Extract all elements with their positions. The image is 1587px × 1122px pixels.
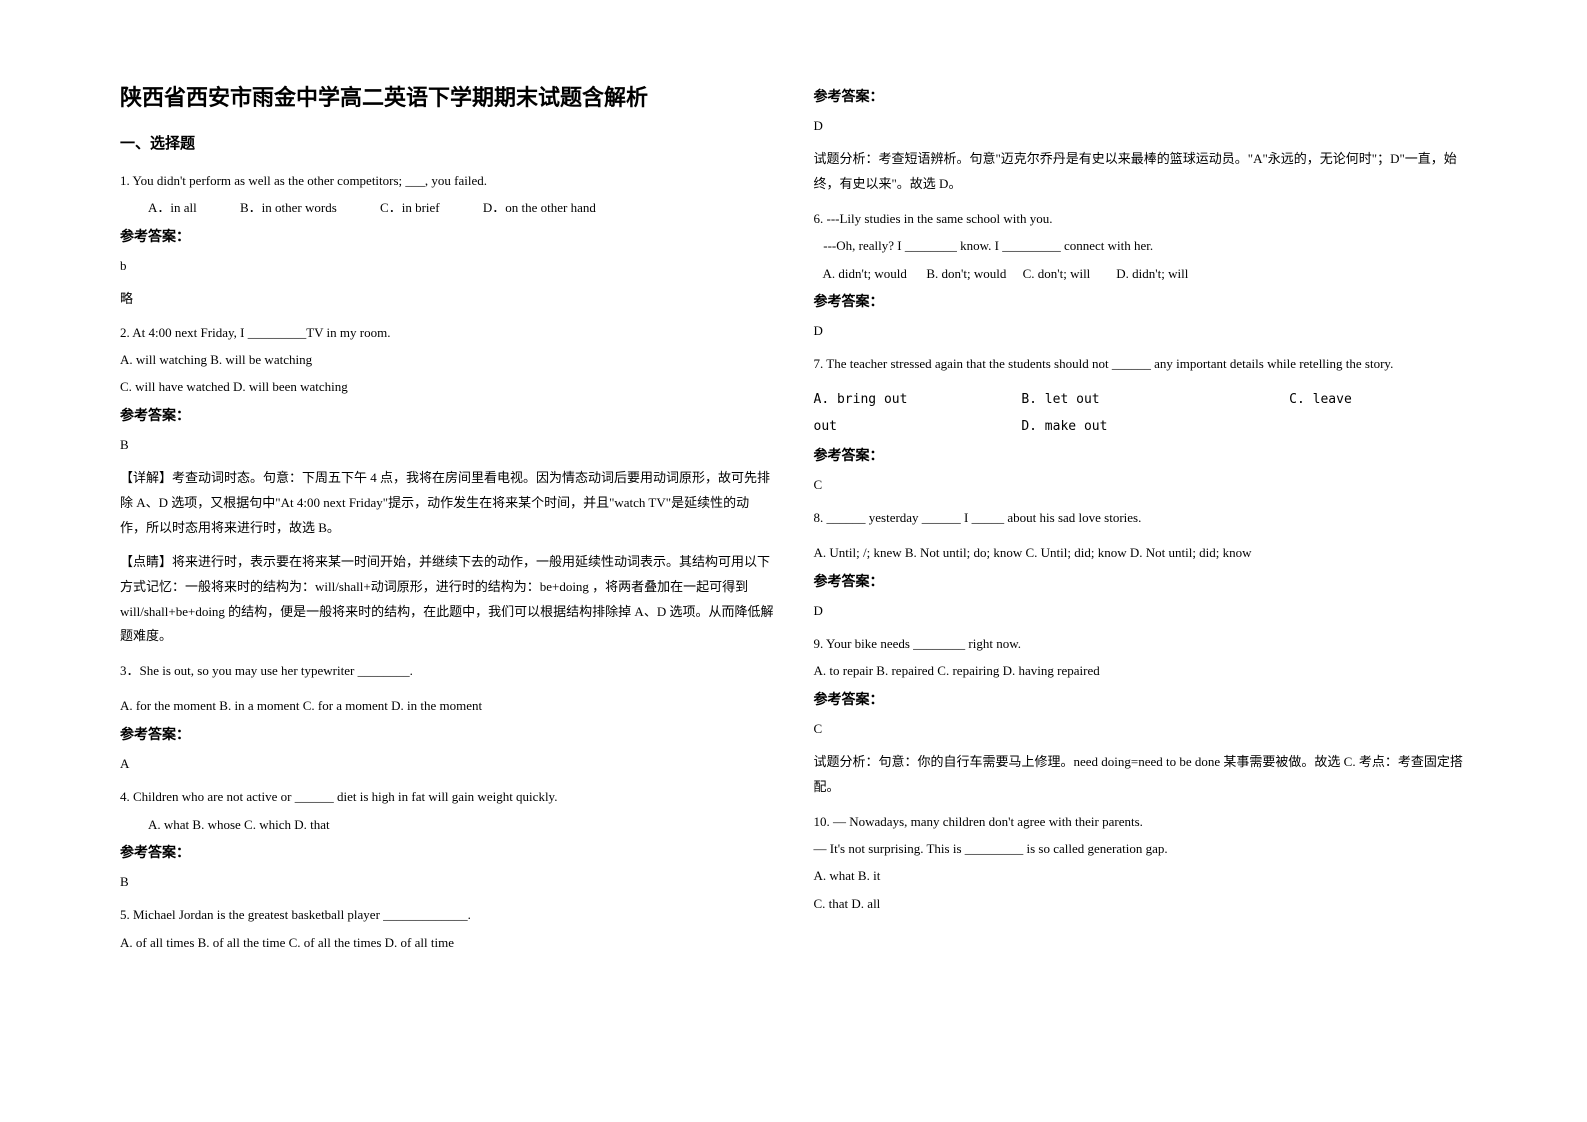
q2-exp1: 【详解】考查动词时态。句意：下周五下午 4 点，我将在房间里看电视。因为情态动词… [120,466,774,540]
answer-label: 参考答案： [814,571,1468,591]
q1-opt-d: D．on the other hand [483,196,596,219]
q7-opt-b: B. let out [1021,388,1281,411]
q7-opt-a: A. bring out [814,388,1014,411]
q4-opts: A. what B. whose C. which D. that [120,813,774,836]
q9-opts: A. to repair B. repaired C. repairing D.… [814,659,1468,682]
answer-label: 参考答案： [814,445,1468,465]
q5-answer: D [814,114,1468,137]
q10-line2: — It's not surprising. This is _________… [814,837,1468,860]
q1-opt-a: A．in all [148,196,197,219]
right-column: 参考答案： D 试题分析：考查短语辨析。句意"迈克尔乔丹是有史以来最棒的篮球运动… [794,80,1488,1042]
q1-options: A．in all B．in other words C．in brief D．o… [120,196,774,219]
answer-label: 参考答案： [120,842,774,862]
section-1-title: 一、选择题 [120,132,774,153]
q6-line2: ---Oh, really? I ________ know. I ______… [814,234,1468,257]
answer-label: 参考答案： [814,291,1468,311]
q2-opts-a: A. will watching B. will be watching [120,348,774,371]
q2-opts-b: C. will have watched D. will been watchi… [120,375,774,398]
q7-opts-line2: out D. make out [814,415,1468,438]
q3-opts: A. for the moment B. in a moment C. for … [120,694,774,717]
q10-line1: 10. — Nowadays, many children don't agre… [814,810,1468,833]
left-column: 陕西省西安市雨金中学高二英语下学期期末试题含解析 一、选择题 1. You di… [100,80,794,1042]
q2-answer: B [120,433,774,456]
q7-opt-d: D. make out [1021,419,1107,434]
q2-text: 2. At 4:00 next Friday, I _________TV in… [120,321,774,344]
q3-text: 3．She is out, so you may use her typewri… [120,659,774,682]
q8-answer: D [814,599,1468,622]
q10-opts-b: C. that D. all [814,892,1468,915]
q3-answer: A [120,752,774,775]
q10-opts-a: A. what B. it [814,864,1468,887]
q1-opt-c: C．in brief [380,196,440,219]
q7-text: 7. The teacher stressed again that the s… [814,352,1468,375]
q5-exp: 试题分析：考查短语辨析。句意"迈克尔乔丹是有史以来最棒的篮球运动员。"A"永远的… [814,147,1468,196]
answer-label: 参考答案： [120,405,774,425]
q8-text: 8. ______ yesterday ______ I _____ about… [814,506,1468,529]
q2-exp2: 【点睛】将来进行时，表示要在将来某一时间开始，并继续下去的动作，一般用延续性动词… [120,550,774,649]
q9-text: 9. Your bike needs ________ right now. [814,632,1468,655]
answer-label: 参考答案： [814,689,1468,709]
q4-answer: B [120,870,774,893]
q7-opt-c: C. leave [1289,392,1352,407]
q8-opts: A. Until; /; knew B. Not until; do; know… [814,541,1468,564]
q7-opts-line1: A. bring out B. let out C. leave [814,388,1468,411]
answer-label: 参考答案： [120,226,774,246]
q7-answer: C [814,473,1468,496]
q5-opts: A. of all times B. of all the time C. of… [120,931,774,954]
answer-label: 参考答案： [120,724,774,744]
q9-exp: 试题分析：句意：你的自行车需要马上修理。need doing=need to b… [814,750,1468,799]
q6-answer: D [814,319,1468,342]
q6-line1: 6. ---Lily studies in the same school wi… [814,207,1468,230]
document-title: 陕西省西安市雨金中学高二英语下学期期末试题含解析 [120,80,774,112]
q4-text: 4. Children who are not active or ______… [120,785,774,808]
q1-opt-b: B．in other words [240,196,337,219]
q7-line2a: out [814,415,1014,438]
q1-answer: b [120,254,774,277]
q5-text: 5. Michael Jordan is the greatest basket… [120,903,774,926]
q1-note: 略 [120,287,774,310]
q6-opts: A. didn't; would B. don't; would C. don'… [814,262,1468,285]
q9-answer: C [814,717,1468,740]
answer-label: 参考答案： [814,86,1468,106]
q1-text: 1. You didn't perform as well as the oth… [120,169,774,192]
